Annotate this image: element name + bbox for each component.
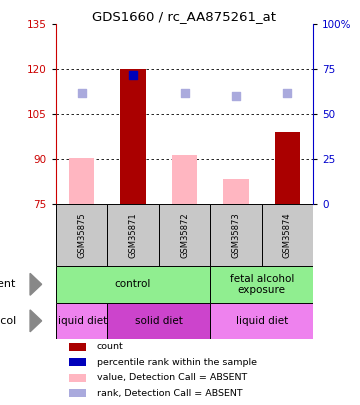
Bar [210, 303, 313, 339]
Bar [69, 389, 86, 397]
Bar [210, 204, 262, 266]
Title: GDS1660 / rc_AA875261_at: GDS1660 / rc_AA875261_at [93, 10, 276, 23]
Bar [275, 132, 300, 204]
Bar [210, 266, 313, 303]
Bar [120, 69, 146, 204]
Text: liquid diet: liquid diet [55, 316, 108, 326]
Text: rank, Detection Call = ABSENT: rank, Detection Call = ABSENT [97, 389, 243, 398]
Text: GSM35874: GSM35874 [283, 212, 292, 258]
Text: protocol: protocol [0, 316, 16, 326]
Bar [223, 179, 249, 204]
Bar [56, 303, 107, 339]
Text: agent: agent [0, 279, 16, 289]
Bar [69, 358, 86, 367]
Text: GSM35872: GSM35872 [180, 212, 189, 258]
Text: control: control [115, 279, 151, 289]
Bar [69, 373, 86, 382]
Bar [56, 204, 107, 266]
Polygon shape [30, 273, 42, 295]
Point [130, 72, 136, 79]
Bar [159, 204, 210, 266]
Text: GSM35871: GSM35871 [129, 212, 138, 258]
Polygon shape [30, 310, 42, 332]
Point [284, 90, 290, 96]
Text: fetal alcohol
exposure: fetal alcohol exposure [230, 273, 294, 295]
Bar [107, 204, 159, 266]
Bar [172, 155, 197, 204]
Point [78, 90, 84, 96]
Bar [56, 266, 210, 303]
Text: GSM35873: GSM35873 [231, 212, 240, 258]
Bar [69, 343, 86, 351]
Bar [107, 303, 210, 339]
Point [182, 90, 188, 96]
Point [233, 93, 239, 100]
Text: solid diet: solid diet [135, 316, 183, 326]
Text: GSM35875: GSM35875 [77, 212, 86, 258]
Text: liquid diet: liquid diet [235, 316, 288, 326]
Bar [262, 204, 313, 266]
Text: count: count [97, 342, 124, 352]
Text: value, Detection Call = ABSENT: value, Detection Call = ABSENT [97, 373, 247, 382]
Bar [69, 158, 94, 204]
Text: percentile rank within the sample: percentile rank within the sample [97, 358, 257, 367]
